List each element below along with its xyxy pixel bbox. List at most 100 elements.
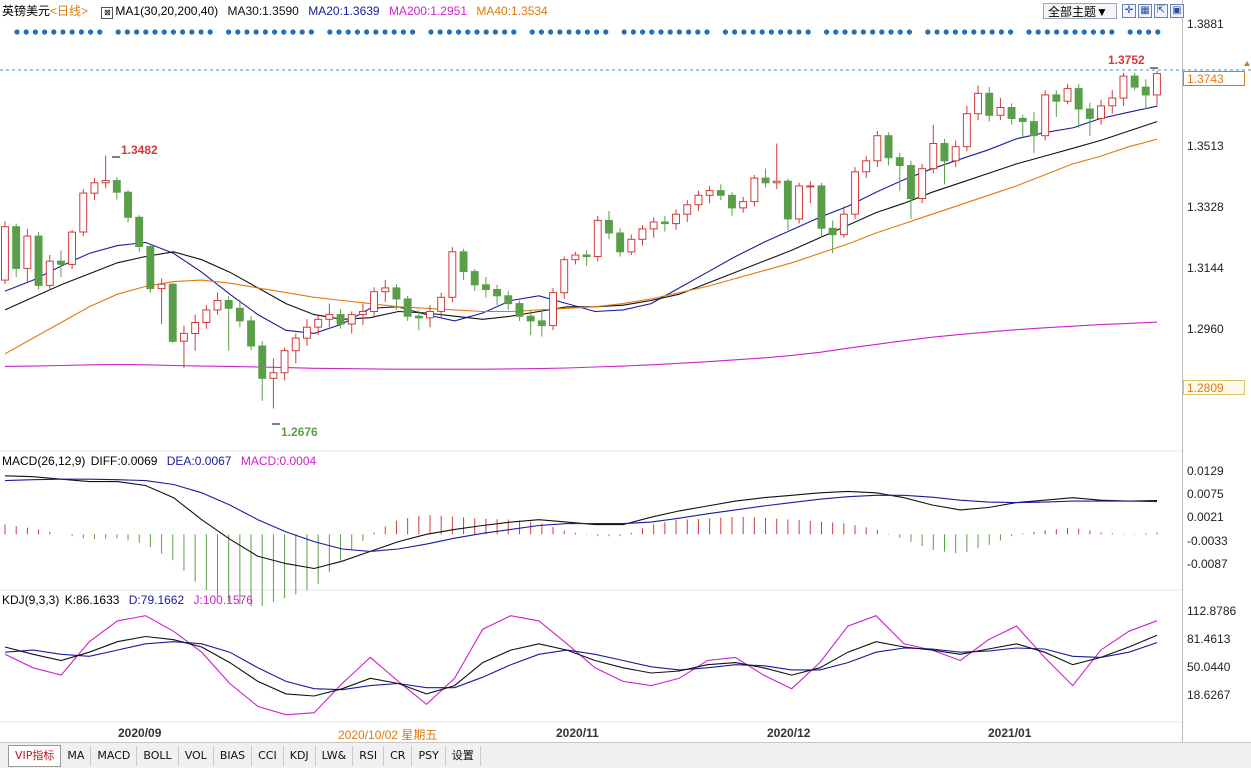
signal-dot: [879, 29, 885, 35]
macd-dea-line: [4, 478, 1158, 552]
candle-body: [1074, 88, 1083, 110]
signal-dot: [566, 29, 572, 35]
signal-dot: [502, 29, 508, 35]
ma-toggle-icon[interactable]: ⊠: [101, 7, 114, 19]
period-selector[interactable]: <日线>: [50, 4, 89, 18]
signal-dot: [1109, 29, 1115, 35]
tab-cci[interactable]: CCI: [252, 745, 284, 766]
signal-dot: [667, 29, 673, 35]
kdj-header: KDJ(9,3,3) K:86.1633 D:79.1662 J:100.157…: [2, 593, 253, 607]
signal-dot: [23, 29, 29, 35]
signal-dot: [695, 29, 701, 35]
candle-body: [638, 228, 647, 240]
signal-dot: [134, 29, 140, 35]
signal-dot: [69, 29, 75, 35]
signal-dot: [262, 29, 268, 35]
tab-psy[interactable]: PSY: [412, 745, 446, 766]
signal-dot: [778, 29, 784, 35]
tab-settings[interactable]: 设置: [446, 745, 481, 766]
signal-dot: [391, 29, 397, 35]
signal-dot: [998, 29, 1005, 35]
date-label: 2020/12: [767, 726, 811, 740]
candle-body: [985, 92, 994, 116]
ma-line-ma30: [4, 121, 1158, 320]
candle-body: [515, 303, 524, 317]
candle-body: [996, 107, 1005, 116]
candle-body: [459, 251, 468, 273]
signal-dot: [649, 29, 655, 35]
tab-lw[interactable]: LW&: [316, 745, 354, 766]
candle-body: [493, 289, 502, 297]
candle-body: [247, 320, 256, 347]
candle-body: [772, 180, 781, 184]
signal-dot: [1054, 29, 1060, 35]
signal-dot: [594, 29, 600, 35]
signal-dot: [1090, 29, 1096, 35]
candle-body: [1063, 88, 1072, 102]
candle-body: [180, 332, 188, 342]
signal-dot: [732, 29, 738, 35]
macd-tick: 0.0075: [1187, 487, 1224, 501]
signal-dot: [336, 29, 342, 35]
signal-dot: [1146, 29, 1152, 35]
tab-rsi[interactable]: RSI: [353, 745, 385, 766]
ma-indicator-title: MA1(30,20,200,40): [115, 4, 219, 18]
tab-vol[interactable]: VOL: [179, 745, 214, 766]
reference-price-box: 1.2809: [1183, 380, 1245, 395]
signal-dot: [198, 29, 204, 35]
macd-dea-value: DEA:0.0067: [166, 454, 232, 468]
recent-high-label: 1.3752: [1108, 53, 1145, 67]
candle-body: [370, 291, 379, 313]
candlestick-series: [1, 70, 1161, 409]
macd-title: MACD(26,12,9): [2, 454, 86, 468]
signal-dot: [14, 29, 20, 35]
signal-dot: [437, 29, 443, 35]
candle-body: [504, 295, 513, 305]
candle-body: [1130, 75, 1139, 88]
signal-dot: [1044, 29, 1050, 35]
candle-body: [191, 322, 200, 334]
signal-dot: [308, 29, 314, 35]
price-tick: 1.3513: [1187, 139, 1224, 153]
tab-bias[interactable]: BIAS: [214, 745, 253, 766]
tab-boll[interactable]: BOLL: [137, 745, 179, 766]
signal-dot: [382, 29, 388, 35]
macd-tick: 0.0021: [1187, 510, 1224, 524]
macd-tick: -0.0087: [1187, 557, 1228, 571]
signal-dot: [483, 29, 489, 35]
tab-ma[interactable]: MA: [61, 745, 92, 766]
kdj-j-line: [4, 615, 1158, 716]
tab-cr[interactable]: CR: [384, 745, 413, 766]
signal-dot: [971, 29, 977, 35]
signal-dot: [97, 29, 103, 35]
signal-dot: [78, 29, 84, 35]
signal-dot: [1008, 29, 1014, 35]
signal-dot: [805, 29, 811, 35]
signal-dot: [299, 29, 305, 35]
candle-body: [918, 168, 927, 199]
tab-macd[interactable]: MACD: [91, 745, 138, 766]
signal-dot: [354, 29, 360, 35]
grid-icon[interactable]: ▦: [1138, 4, 1152, 18]
theme-dropdown[interactable]: 全部主题▼: [1043, 3, 1117, 19]
candle-body: [649, 221, 658, 230]
tab-vip-indicators[interactable]: VIP指标: [8, 744, 62, 767]
candle-body: [761, 177, 770, 184]
signal-dot: [676, 29, 683, 35]
signal-dot: [980, 29, 986, 35]
crosshair-icon[interactable]: ✛: [1122, 4, 1136, 18]
tab-kdj[interactable]: KDJ: [284, 745, 316, 766]
candle-body: [537, 320, 546, 327]
candle-body: [605, 219, 613, 234]
export-icon[interactable]: ▣: [1170, 4, 1184, 18]
candle-body: [23, 235, 32, 269]
signal-dot: [373, 29, 379, 35]
ma-line-ma200: [4, 321, 1158, 370]
candle-body: [68, 231, 76, 265]
candle-body: [1085, 108, 1094, 119]
signal-dot: [364, 29, 370, 35]
expand-icon[interactable]: ⇱: [1154, 4, 1168, 18]
signal-dot: [511, 29, 517, 35]
candle-body: [392, 287, 401, 300]
